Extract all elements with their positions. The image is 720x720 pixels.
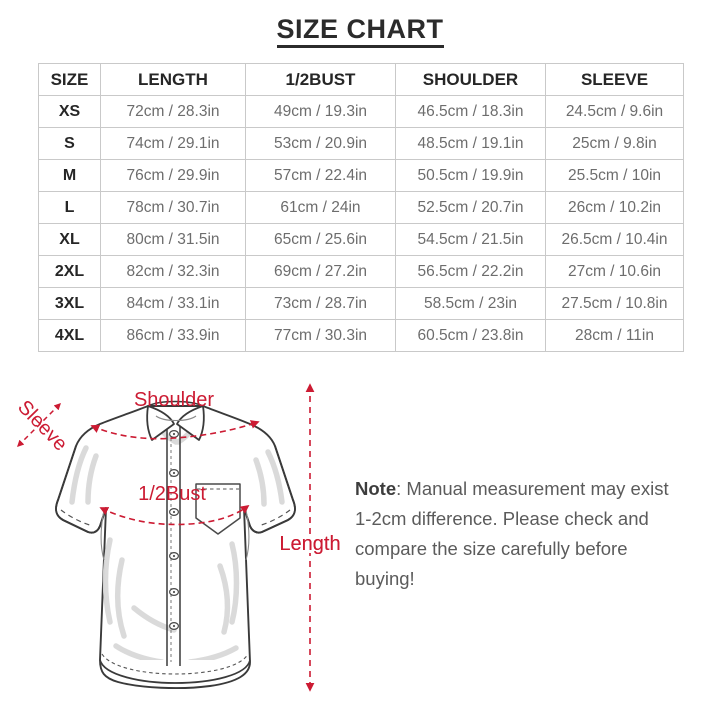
cell-bust: 57cm / 22.4in xyxy=(245,159,396,192)
cell-length: 80cm / 31.5in xyxy=(100,223,246,256)
cell-length: 72cm / 28.3in xyxy=(100,95,246,128)
cell-bust: 53cm / 20.9in xyxy=(245,127,396,160)
column-header-length: LENGTH xyxy=(100,63,246,96)
cell-length: 76cm / 29.9in xyxy=(100,159,246,192)
shoulder-measure-line xyxy=(90,420,260,440)
garment-measurement-diagram: Shoulder 1/2Bust Sleeve Length Length xyxy=(0,360,360,720)
label-half-bust: 1/2Bust xyxy=(138,483,206,505)
cell-size: M xyxy=(38,159,101,192)
column-header-shoulder: SHOULDER xyxy=(395,63,546,96)
cell-bust: 77cm / 30.3in xyxy=(245,319,396,352)
right-sleeve xyxy=(243,445,296,534)
cell-sleeve: 24.5cm / 9.6in xyxy=(545,95,684,128)
cell-size: 4XL xyxy=(38,319,101,352)
sleeve-measure-line xyxy=(17,403,61,447)
cell-length: 86cm / 33.9in xyxy=(100,319,246,352)
cell-size: 2XL xyxy=(38,255,101,288)
table-row: S 74cm / 29.1in 53cm / 20.9in 48.5cm / 1… xyxy=(38,127,684,160)
table-row: XS 72cm / 28.3in 49cm / 19.3in 46.5cm / … xyxy=(38,95,684,128)
cell-sleeve: 25.5cm / 10in xyxy=(545,159,684,192)
cell-shoulder: 46.5cm / 18.3in xyxy=(395,95,546,128)
size-chart-table: SIZE LENGTH 1/2BUST SHOULDER SLEEVE XS 7… xyxy=(38,63,684,352)
cell-bust: 65cm / 25.6in xyxy=(245,223,396,256)
page-title: SIZE CHART xyxy=(0,14,720,49)
cell-shoulder: 60.5cm / 23.8in xyxy=(395,319,546,352)
measurement-note: Note: Manual measurement may exist 1-2cm… xyxy=(355,474,685,594)
cell-shoulder: 52.5cm / 20.7in xyxy=(395,191,546,224)
cell-size: L xyxy=(38,191,101,224)
shirt-hem xyxy=(99,659,251,684)
table-row: 2XL 82cm / 32.3in 69cm / 27.2in 56.5cm /… xyxy=(38,255,684,288)
column-header-size: SIZE xyxy=(38,63,101,96)
left-sleeve xyxy=(55,445,107,534)
label-sleeve: Sleeve xyxy=(13,396,71,455)
size-chart-table-container: SIZE LENGTH 1/2BUST SHOULDER SLEEVE XS 7… xyxy=(38,63,684,352)
cell-shoulder: 54.5cm / 21.5in xyxy=(395,223,546,256)
table-row: 4XL 86cm / 33.9in 77cm / 30.3in 60.5cm /… xyxy=(38,319,684,352)
cell-length: 84cm / 33.1in xyxy=(100,287,246,320)
note-separator: : xyxy=(396,478,407,499)
cell-shoulder: 50.5cm / 19.9in xyxy=(395,159,546,192)
label-length-fill: Length xyxy=(279,533,340,555)
cell-sleeve: 26.5cm / 10.4in xyxy=(545,223,684,256)
cell-length: 74cm / 29.1in xyxy=(100,127,246,160)
cell-sleeve: 27.5cm / 10.8in xyxy=(545,287,684,320)
table-row: 3XL 84cm / 33.1in 73cm / 28.7in 58.5cm /… xyxy=(38,287,684,320)
cell-bust: 61cm / 24in xyxy=(245,191,396,224)
shirt-illustration xyxy=(55,400,296,689)
right-sleeve-cuff-seam xyxy=(257,509,291,527)
note-label: Note xyxy=(355,478,397,499)
cell-bust: 69cm / 27.2in xyxy=(245,255,396,288)
shirt-body xyxy=(55,405,296,689)
page-title-text: SIZE CHART xyxy=(276,15,444,49)
half-bust-measure-line xyxy=(99,504,250,526)
cell-size: XS xyxy=(38,95,101,128)
label-shoulder: Shoulder xyxy=(134,389,214,411)
cell-length: 82cm / 32.3in xyxy=(100,255,246,288)
table-row: L 78cm / 30.7in 61cm / 24in 52.5cm / 20.… xyxy=(38,191,684,224)
cell-bust: 73cm / 28.7in xyxy=(245,287,396,320)
table-header-row: SIZE LENGTH 1/2BUST SHOULDER SLEEVE xyxy=(38,63,684,96)
placket xyxy=(166,422,181,666)
cell-size: XL xyxy=(38,223,101,256)
cell-sleeve: 27cm / 10.6in xyxy=(545,255,684,288)
label-length: Length xyxy=(279,533,340,555)
table-row: M 76cm / 29.9in 57cm / 22.4in 50.5cm / 1… xyxy=(38,159,684,192)
cell-length: 78cm / 30.7in xyxy=(100,191,246,224)
collar-stand xyxy=(147,400,204,407)
cell-size: 3XL xyxy=(38,287,101,320)
cell-sleeve: 26cm / 10.2in xyxy=(545,191,684,224)
left-sleeve-cuff-seam xyxy=(60,509,94,527)
cell-size: S xyxy=(38,127,101,160)
cell-shoulder: 48.5cm / 19.1in xyxy=(395,127,546,160)
column-header-bust: 1/2BUST xyxy=(245,63,396,96)
cell-bust: 49cm / 19.3in xyxy=(245,95,396,128)
note-text: Manual measurement may exist 1-2cm diffe… xyxy=(355,478,669,589)
cell-shoulder: 58.5cm / 23in xyxy=(395,287,546,320)
shirt-hem-stitch xyxy=(101,653,249,675)
table-row: XL 80cm / 31.5in 65cm / 25.6in 54.5cm / … xyxy=(38,223,684,256)
cell-shoulder: 56.5cm / 22.2in xyxy=(395,255,546,288)
cell-sleeve: 28cm / 11in xyxy=(545,319,684,352)
cell-sleeve: 25cm / 9.8in xyxy=(545,127,684,160)
column-header-sleeve: SLEEVE xyxy=(545,63,684,96)
